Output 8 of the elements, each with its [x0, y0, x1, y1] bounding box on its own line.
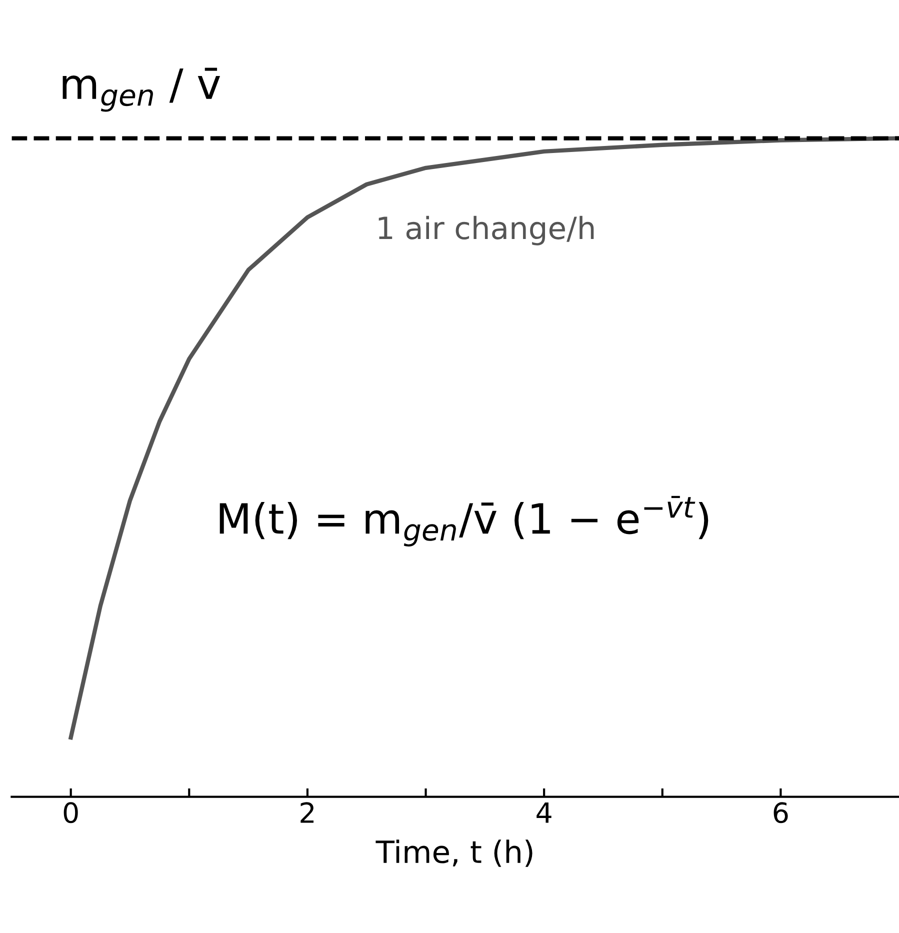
annotation: M(t) = m$_{gen}$/v̄ (1 − e$^{−v̄t}$) [220, 496, 708, 547]
x-tick-label: 0 [64, 802, 78, 824]
x-tick-label: 4 [536, 802, 552, 823]
annotation: 1 air change/h [378, 216, 594, 246]
x-axis-title: Time, t (h) [376, 840, 532, 867]
x-tick-label: 2 [300, 802, 314, 823]
x-tick-label: 6 [774, 802, 788, 824]
ref-line-label: m$_{gen}$ / v̄ [62, 68, 220, 112]
